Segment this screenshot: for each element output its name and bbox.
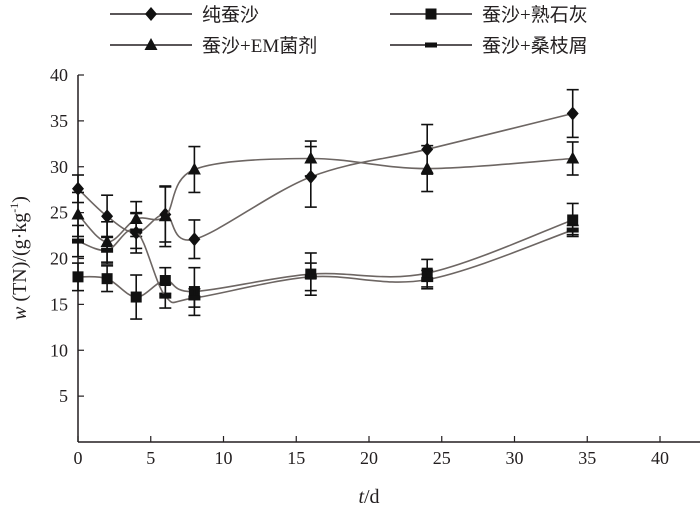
x-tick-label: 25 xyxy=(433,448,451,468)
x-tick-label: 40 xyxy=(651,448,669,468)
y-tick-label: 5 xyxy=(59,386,68,406)
series-4 xyxy=(72,212,579,309)
y-tick-label: 35 xyxy=(50,111,68,131)
series-line xyxy=(77,112,573,241)
square-marker xyxy=(159,275,171,287)
series-2 xyxy=(72,202,579,320)
series-line xyxy=(77,228,573,304)
x-tick-label: 15 xyxy=(287,448,305,468)
triangle-marker xyxy=(304,151,318,164)
legend-label: 蚕沙+熟石灰 xyxy=(482,4,588,26)
legend-label: 蚕沙+EM菌剂 xyxy=(202,35,317,57)
x-tick-label: 20 xyxy=(360,448,378,468)
axes: 0 5 10 15 20 25 30 35 40 5 10 15 20 25 30 35 40 xyxy=(50,65,700,468)
x-tick-label: 0 xyxy=(74,448,83,468)
x-tick-label: 5 xyxy=(146,448,155,468)
diamond-marker xyxy=(101,209,114,224)
y-tick-label: 25 xyxy=(50,203,68,223)
bar-marker xyxy=(101,247,114,253)
diamond-marker xyxy=(188,232,201,247)
square-marker xyxy=(567,214,579,226)
triangle-marker xyxy=(158,209,172,222)
legend-label: 纯蚕沙 xyxy=(202,4,259,26)
bar-marker xyxy=(159,293,172,299)
x-tick-label: 10 xyxy=(215,448,233,468)
square-marker xyxy=(101,273,113,285)
series-layer xyxy=(71,88,580,320)
triangle-marker xyxy=(144,38,158,50)
series-3 xyxy=(71,140,580,263)
legend-item: 蚕沙+熟石灰 xyxy=(390,4,588,26)
legend-item: 蚕沙+桑枝屑 xyxy=(390,35,588,57)
bar-marker xyxy=(425,42,437,48)
triangle-marker xyxy=(420,161,434,174)
diamond-marker xyxy=(566,106,579,121)
square-marker xyxy=(425,8,437,20)
bar-marker xyxy=(130,228,143,234)
series-1 xyxy=(72,88,579,260)
bar-marker xyxy=(421,277,434,283)
bar-marker xyxy=(566,227,579,233)
x-tick-label: 35 xyxy=(578,448,596,468)
diamond-marker xyxy=(145,7,157,21)
y-tick-label: 10 xyxy=(50,340,68,360)
y-tick-label: 30 xyxy=(50,157,68,177)
legend-item: 蚕沙+EM菌剂 xyxy=(110,35,317,57)
y-axis-label: w (TN)/(g·kg-1) xyxy=(7,196,31,320)
legend-item: 纯蚕沙 xyxy=(110,4,259,26)
triangle-marker xyxy=(71,207,85,220)
bar-marker xyxy=(188,295,201,301)
triangle-marker xyxy=(566,151,580,164)
diamond-marker xyxy=(304,169,317,184)
x-tick-label: 30 xyxy=(506,448,524,468)
x-axis-label: t/d xyxy=(358,486,379,508)
bar-marker xyxy=(304,274,317,280)
y-tick-label: 40 xyxy=(50,65,68,85)
y-tick-label: 20 xyxy=(50,249,68,269)
square-marker xyxy=(130,291,142,303)
bar-marker xyxy=(72,238,84,244)
square-marker xyxy=(72,271,84,283)
y-tick-label: 15 xyxy=(50,294,68,314)
triangle-marker xyxy=(187,162,201,175)
legend-label: 蚕沙+桑枝屑 xyxy=(482,35,588,57)
